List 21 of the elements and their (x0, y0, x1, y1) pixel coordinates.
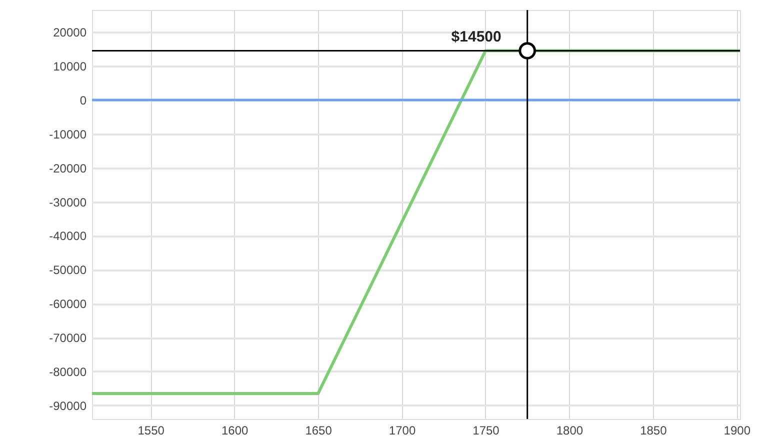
annotation: $14500 (451, 28, 502, 46)
y-tick-label: -10000 (49, 127, 87, 142)
y-tick-label: -60000 (49, 297, 87, 312)
y-tick-label: -90000 (49, 398, 87, 413)
y-tick-label: 10000 (53, 60, 87, 74)
x-tick-label: 1650 (305, 424, 332, 438)
x-tick-label: 1850 (640, 424, 668, 438)
x-tick-label: 1600 (221, 424, 248, 438)
y-tick-label: -70000 (49, 331, 87, 346)
y-tick-label: -40000 (49, 229, 87, 244)
x-tick-label: 1900 (724, 424, 751, 438)
y-tick-label: -50000 (49, 263, 87, 278)
y-tick-label: -20000 (49, 161, 87, 176)
x-tick-label: 1750 (472, 424, 500, 438)
x-tick-label: 1800 (556, 424, 584, 438)
y-tick-label: 0 (80, 93, 87, 108)
x-tick-label: 1550 (138, 424, 165, 438)
y-tick-label: -30000 (49, 195, 87, 210)
y-tick-label: 20000 (53, 26, 87, 40)
y-tick-label: -80000 (49, 364, 87, 379)
x-tick-label: 1700 (388, 424, 416, 438)
